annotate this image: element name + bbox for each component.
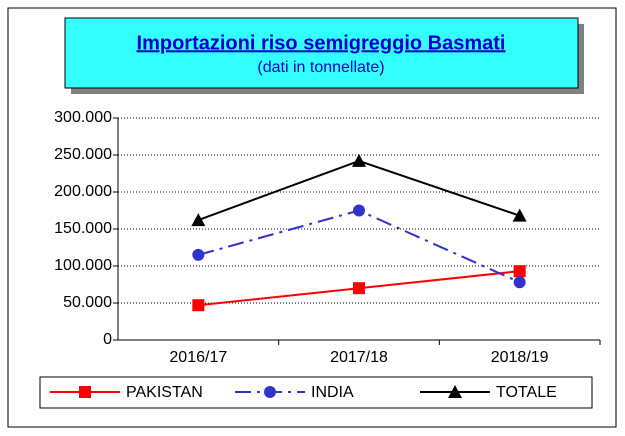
data-point	[353, 204, 365, 217]
legend-marker	[79, 386, 91, 398]
data-point	[192, 248, 205, 261]
x-tick-label: 2018/19	[491, 349, 549, 366]
y-tick-label: 200.000	[54, 183, 112, 200]
chart-subtitle: (dati in tonnellate)	[257, 59, 384, 76]
data-point	[352, 153, 366, 167]
legend-box	[39, 376, 593, 409]
legend-marker	[264, 386, 276, 398]
y-tick-label: 250.000	[54, 146, 112, 163]
data-point	[512, 208, 527, 222]
y-tick-label: 0	[103, 331, 112, 348]
y-tick-label: 300.000	[54, 109, 112, 126]
data-point	[353, 282, 365, 295]
chart-title: Importazioni riso semigreggio Basmati	[137, 32, 506, 54]
legend-label: PAKISTAN	[126, 384, 203, 401]
y-tick-label: 100.000	[54, 257, 112, 274]
x-tick-label: 2016/17	[169, 349, 227, 366]
x-tick-label: 2017/18	[330, 349, 388, 366]
legend-label: INDIA	[311, 384, 354, 401]
legend-label: TOTALE	[496, 384, 557, 401]
title-box	[64, 17, 579, 89]
data-point	[192, 299, 205, 312]
data-point	[513, 276, 526, 289]
y-tick-label: 150.000	[54, 220, 112, 237]
legend-marker	[448, 385, 462, 398]
y-tick-label: 50.000	[63, 294, 112, 311]
data-point	[513, 265, 526, 278]
data-point	[191, 213, 206, 227]
